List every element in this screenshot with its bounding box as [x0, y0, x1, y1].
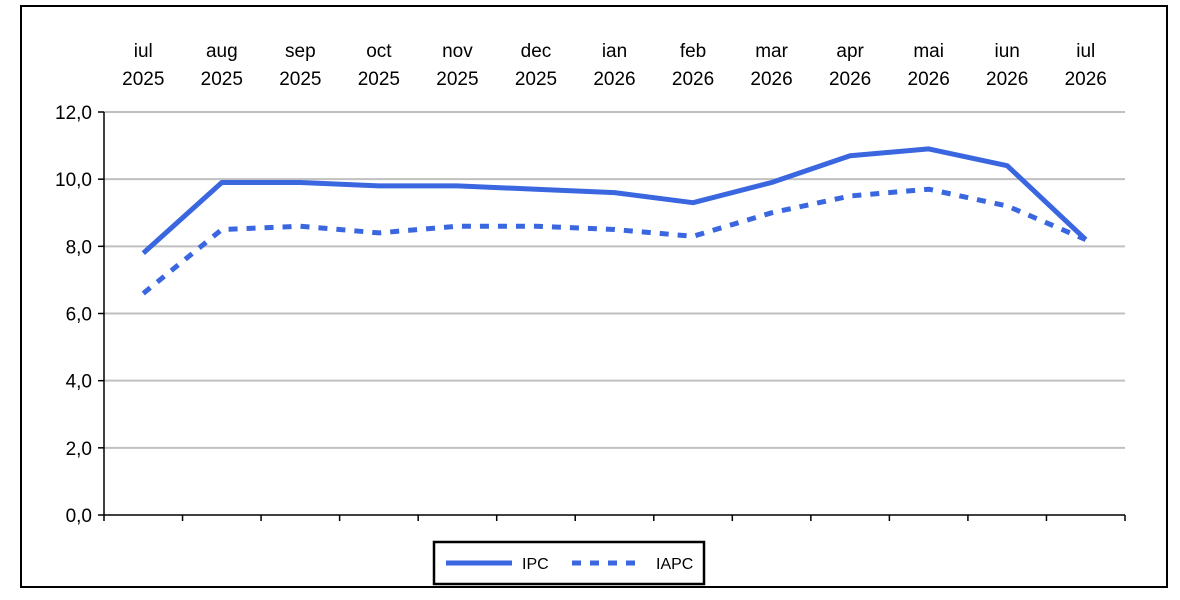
x-tick-label-month-6: ian [602, 41, 627, 62]
x-tick-label-year-7: 2026 [672, 69, 714, 90]
grid-lines [104, 111, 1125, 449]
y-tick-label-0: 0,0 [66, 506, 92, 527]
x-tick-label-year-0: 2025 [122, 69, 164, 90]
y-tick-labels: 0,0 2,0 4,0 6,0 8,0 10,0 12,0 [55, 103, 92, 527]
x-tick-label-year-2: 2025 [279, 69, 321, 90]
legend-label-iapc: IAPC [656, 556, 693, 573]
x-tick-label-month-12: iul [1076, 41, 1095, 62]
x-tick-label-month-2: sep [285, 41, 316, 62]
series-line-iapc [141, 186, 1087, 296]
x-tick-labels: iul 2025 aug 2025 sep 2025 oct 2025 nov 2025 dec 20… [122, 41, 1107, 90]
x-tick-label-year-8: 2026 [750, 69, 792, 90]
x-tick-label-year-9: 2026 [829, 69, 871, 90]
legend: IPC IAPC [432, 540, 706, 586]
x-tick-label-month-10: mai [913, 41, 944, 62]
x-tick-label-year-4: 2025 [436, 69, 478, 90]
x-tick-label-year-3: 2025 [358, 69, 400, 90]
legend-label-ipc: IPC [522, 556, 549, 573]
series-line-ipc [141, 146, 1088, 255]
axes [98, 111, 1126, 521]
x-tick-label-month-0: iul [134, 41, 153, 62]
x-tick-label-month-8: mar [755, 41, 788, 62]
y-tick-label-2: 4,0 [66, 372, 92, 393]
x-tick-label-year-12: 2026 [1065, 69, 1107, 90]
chart-frame [20, 5, 1168, 588]
x-tick-label-year-10: 2026 [908, 69, 950, 90]
x-tick-label-month-4: nov [442, 41, 473, 62]
series-lines [141, 146, 1088, 296]
x-tick-label-month-1: aug [206, 41, 238, 62]
x-tick-label-month-7: feb [680, 41, 706, 62]
x-tick-label-year-6: 2026 [593, 69, 635, 90]
x-tick-label-year-11: 2026 [986, 69, 1028, 90]
x-tick-label-month-11: iun [995, 41, 1020, 62]
y-tick-label-1: 2,0 [66, 439, 92, 460]
x-tick-label-year-1: 2025 [201, 69, 243, 90]
x-tick-label-month-3: oct [366, 41, 392, 62]
y-tick-label-5: 10,0 [55, 170, 92, 191]
y-tick-label-3: 6,0 [66, 305, 92, 326]
x-tick-label-year-5: 2025 [515, 69, 557, 90]
x-tick-label-month-5: dec [521, 41, 552, 62]
x-tick-label-month-9: apr [836, 41, 864, 62]
y-tick-label-6: 12,0 [55, 103, 92, 124]
y-tick-label-4: 8,0 [66, 237, 92, 258]
